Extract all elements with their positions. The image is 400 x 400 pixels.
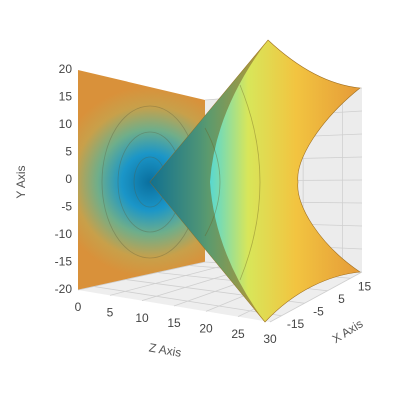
z-tick-label: 20	[199, 322, 213, 336]
y-axis-title: Y Axis	[14, 165, 28, 198]
surface-contours	[204, 84, 261, 281]
z-tick-label: 10	[135, 311, 149, 325]
z-tick-label: 15	[167, 316, 181, 330]
x-tick-label: -5	[313, 304, 324, 318]
z-tick-label: 25	[231, 327, 245, 341]
grid-line	[269, 271, 363, 323]
y-tick-label: -15	[55, 255, 73, 269]
y-tick-label: 15	[59, 90, 73, 104]
x-axis-title: X Axis	[330, 317, 366, 347]
z-tick-label: 0	[75, 300, 82, 314]
y-tick-label: -5	[61, 200, 72, 214]
surface-cone	[150, 40, 268, 322]
y-tick-label: -10	[55, 227, 73, 241]
left-wall	[78, 70, 205, 290]
x-tick-label: 5	[338, 292, 345, 306]
y-tick-label: -20	[55, 282, 73, 296]
grid-line	[109, 263, 232, 296]
grid-line	[77, 261, 206, 291]
z-axis-title: Z Axis	[148, 340, 183, 359]
y-tick-label: 10	[59, 117, 73, 131]
y-tick-label: 5	[65, 145, 72, 159]
x-tick-label: 15	[358, 279, 372, 293]
z-tick-label: 5	[107, 306, 114, 320]
surface	[149, 39, 361, 323]
y-tick-label: 0	[65, 172, 72, 186]
grid-line	[93, 286, 282, 317]
x-tick-label: -15	[287, 317, 305, 331]
y-tick-label: 20	[59, 62, 73, 76]
z-tick-label: 30	[263, 332, 277, 346]
